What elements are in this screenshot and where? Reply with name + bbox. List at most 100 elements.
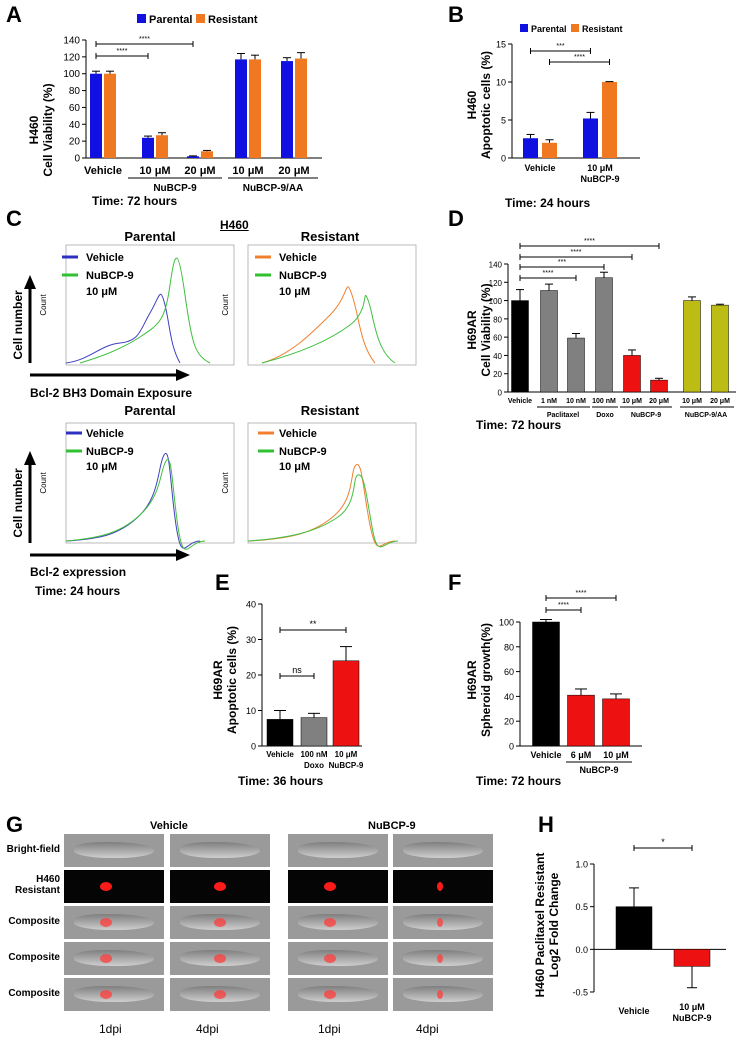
histogram-bottom-parental-drug [65,459,206,550]
significance-label: *** [556,43,564,50]
chart-f-time: Time: 72 hours [476,774,562,788]
x-tick-label: 10 μM [139,165,170,177]
y-tick-label: 15 [496,40,506,50]
legend-label-resistant: Resistant [582,24,623,34]
legend-dose: 10 μM [279,461,310,473]
chart-e-ylabel2: Apoptotic cells (%) [225,626,239,734]
yaxis-arrowhead [24,451,36,465]
panel-label-h: H [538,812,554,837]
bar-0 [615,906,653,950]
x-tick-label: Vehicle [618,1006,649,1016]
y-tick-label: 140 [489,261,503,270]
row-label: Composite [8,952,60,963]
tumor-fluorescence [324,882,336,891]
chart-h-ylabel2: Log2 Fold Change [547,872,561,977]
panel-label-d: D [448,206,464,231]
bar-resistant-3 [249,59,261,159]
histogram-top-resistant-title: Resistant [301,229,360,244]
histogram-top-resistant-vehicle [261,286,376,364]
bar-resistant-2 [201,151,213,158]
bar-parental-0 [523,138,538,158]
significance-label: **** [117,48,128,55]
zebrafish-image [288,906,388,939]
tumor-fluorescence [324,990,336,999]
zebrafish-image [393,942,493,975]
bar-parental-3 [235,59,247,159]
legend-label-parental: Parental [149,14,192,26]
zebrafish-larva [298,842,378,858]
yaxis-label-bottom: Cell number [11,468,25,538]
y-tick-label: 40 [69,120,81,131]
y-tick-label: 80 [69,86,81,97]
y-tick-label: 140 [63,36,80,47]
x-tick-label: Vehicle [266,750,294,759]
xaxis-arrowhead [176,549,190,561]
zebrafish-larva [403,842,483,858]
zebrafish-larva [74,950,154,966]
x-tick-label: 10 nM [566,398,586,405]
bar-parental-2 [187,156,199,158]
chart-f: H69AR Spheroid growth(%) 0 20 40 60 80 100 Veh… [465,590,642,775]
significance-label: **** [571,249,582,256]
chart-e-ylabel1: H69AR [211,660,225,700]
legend-label-parental: Parental [531,24,567,34]
x-tick-label: 10 μM [682,398,702,405]
row-label: Composite [8,916,60,927]
row-label: Composite [8,988,60,999]
zebrafish-image [170,906,270,939]
chart-f-ylabel2: Spheroid growth(%) [479,623,493,737]
chart-b: H460 Apoptotic cells (%) Parental Resist… [465,24,640,184]
histogram-bottom-resistant-drug [247,474,399,548]
tumor-fluorescence [437,918,443,927]
y-tick-label: 80 [504,642,514,652]
y-tick-label: 60 [493,334,502,343]
histogram-top-parental-title: Parental [124,229,175,244]
y-tick-label: 40 [493,352,502,361]
bar-resistant-4 [295,58,307,158]
bar-0 [511,300,529,393]
significance-label: **** [543,270,554,277]
x-tick-label: 10 μM [335,750,358,759]
y-tick-label: 100 [63,69,80,80]
chart-b-time: Time: 24 hours [505,196,591,210]
chart-a-ylabel1: H460 [27,115,41,144]
y-tick-label: 0 [501,154,506,164]
y-tick-label: 40 [504,692,514,702]
histogram-bottom-resistant-title: Resistant [301,403,360,418]
histogram-count-label: Count [39,472,48,494]
zebrafish-image [288,834,388,867]
zebrafish-larva [74,914,154,930]
x-tick-label: 10 μM [603,750,629,760]
x-tick-label: 10 μM [679,1002,705,1012]
significance-label: **** [574,54,585,61]
x-tick-label: 10 μM [587,163,613,173]
tumor-fluorescence [324,954,336,963]
zebrafish-image [393,978,493,1011]
chart-h-ylabel1: H460 Paclitaxel Resistant [533,853,547,998]
y-tick-label: 30 [246,635,256,645]
bar-parental-1 [142,137,154,158]
chart-d-ylabel1: H69AR [465,310,479,350]
significance-label: **** [558,602,569,609]
bar-7 [711,304,729,393]
zebrafish-larva [403,950,483,966]
zebrafish-larva [403,914,483,930]
y-tick-label: 80 [493,315,502,324]
bar-parental-0 [90,73,102,158]
x-tick-label: 20 μM [710,398,730,405]
tumor-fluorescence [100,918,112,927]
group-label: Doxo [596,412,614,419]
bar-resistant-0 [104,73,116,158]
chart-e: H69AR Apoptotic cells (%) 0 10 20 30 40 Vehic… [211,600,364,771]
chart-a-ylabel2: Cell Viability (%) [41,83,55,176]
bar-1 [673,949,711,967]
histogram-count-label: Count [221,472,230,494]
timepoint-label: 4dpi [416,1022,439,1036]
y-tick-label: 40 [246,600,256,610]
x-tick-label: 10 μM [232,165,263,177]
significance-label: **** [139,36,150,43]
xaxis-label-bottom: Bcl-2 expression [30,565,126,579]
y-tick-label: 100 [489,297,503,306]
legend-swatch-parental [520,24,528,32]
bar-2 [332,660,360,747]
